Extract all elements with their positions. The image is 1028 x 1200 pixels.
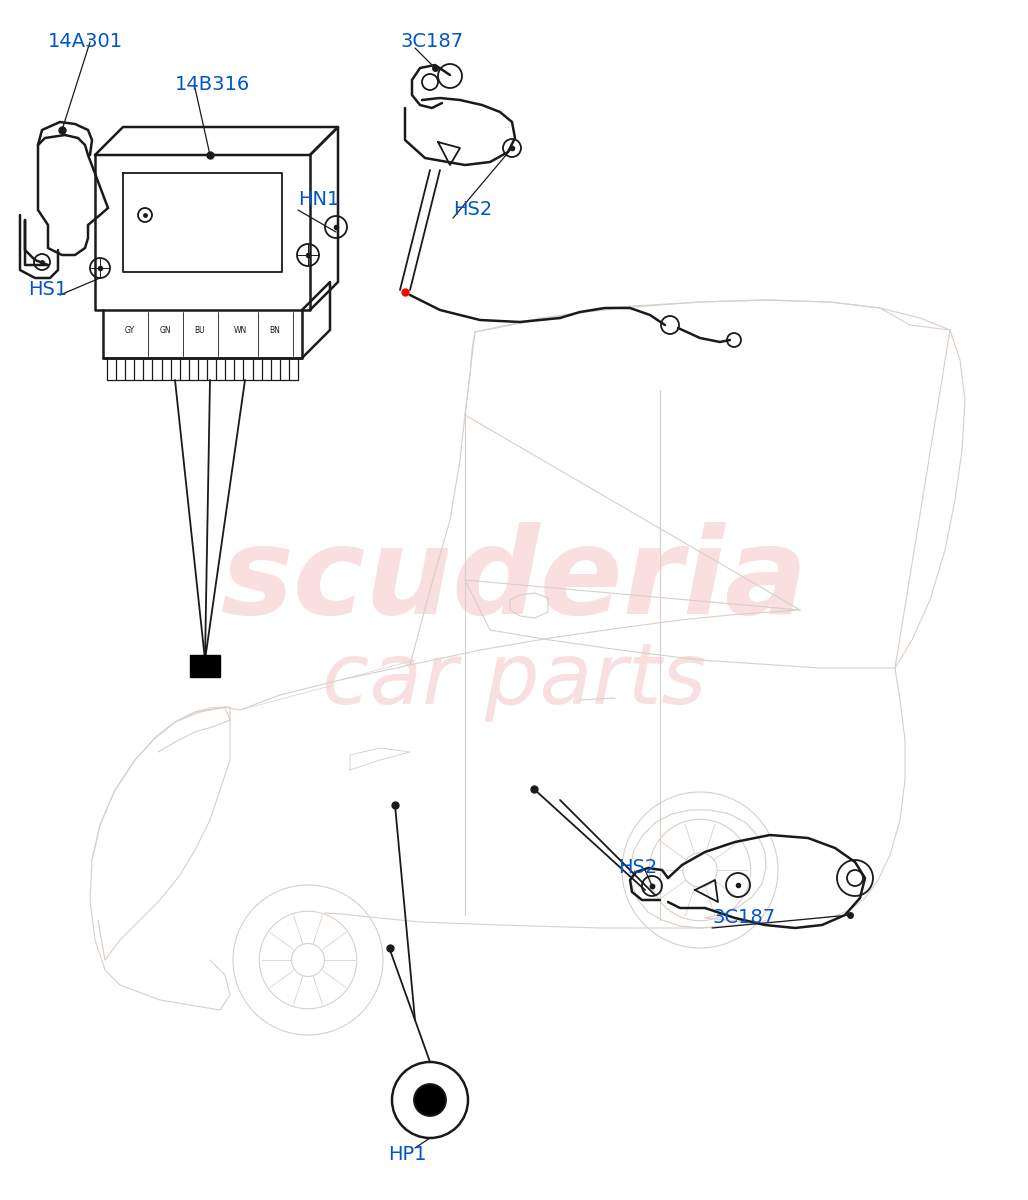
Text: scuderia: scuderia [220, 522, 808, 638]
Text: car parts: car parts [322, 638, 706, 721]
Text: 14B316: 14B316 [175, 74, 250, 94]
Text: HS1: HS1 [28, 280, 67, 299]
Text: HS2: HS2 [453, 200, 492, 218]
Text: BU: BU [194, 326, 206, 335]
Text: 3C187: 3C187 [712, 908, 775, 926]
Text: 3C187: 3C187 [400, 32, 464, 50]
Circle shape [414, 1084, 446, 1116]
Text: BN: BN [269, 326, 281, 335]
Text: GY: GY [125, 326, 135, 335]
Text: WN: WN [233, 326, 247, 335]
Text: HP1: HP1 [388, 1145, 427, 1164]
Text: HS2: HS2 [618, 858, 657, 877]
Text: GN: GN [159, 326, 171, 335]
Text: 14A301: 14A301 [48, 32, 123, 50]
Text: HN1: HN1 [298, 190, 339, 209]
Bar [190, 655, 220, 677]
